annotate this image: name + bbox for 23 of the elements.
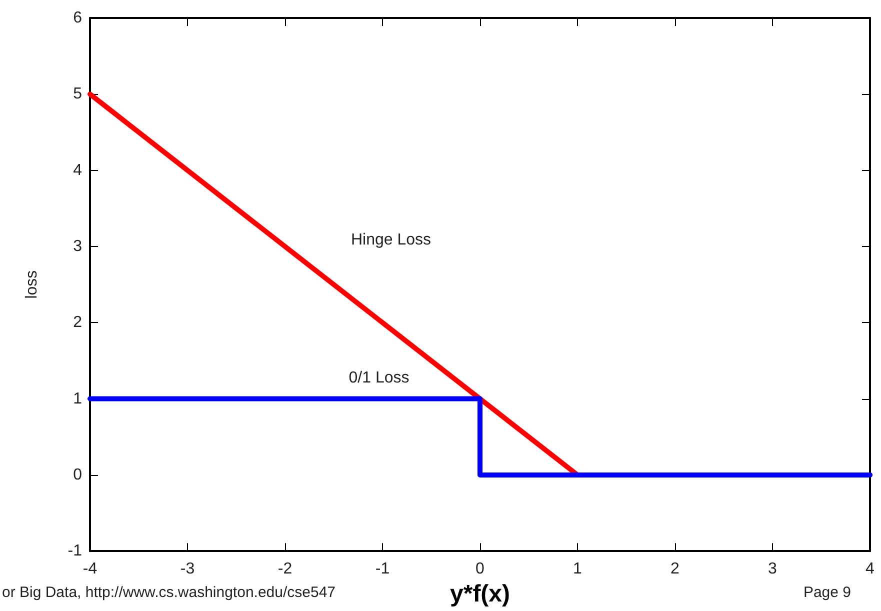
annotation: 0/1 Loss (348, 370, 410, 386)
x-tick-label: 0 (476, 560, 485, 578)
y-tick-label: -1 (68, 542, 82, 560)
x-tick-label: -3 (180, 560, 195, 578)
y-tick-label: 1 (73, 390, 82, 408)
y-tick-label: 2 (73, 314, 82, 332)
x-tick-label: -2 (278, 560, 292, 578)
y-tick-label: 4 (73, 162, 82, 179)
x-tick-label: 3 (768, 560, 778, 578)
y-tick-label: 6 (73, 10, 82, 26)
y-tick-label: 0 (73, 466, 82, 484)
x-tick-label: 1 (573, 560, 582, 578)
y-axis-title: loss (24, 270, 40, 299)
x-tick-label: -1 (375, 560, 390, 578)
annotation: Hinge Loss (350, 232, 432, 248)
x-tick-label: 4 (866, 560, 875, 578)
y-tick-label: 5 (73, 86, 82, 103)
x-axis-title: y*f(x) (450, 580, 510, 608)
x-tick-label: 2 (670, 560, 680, 578)
y-tick-label: 3 (73, 238, 82, 255)
text: or Big Data, http://www.cs.washington.edu/cse547 (2, 584, 336, 601)
x-tick-label: -4 (82, 560, 98, 578)
text: Page 9 (803, 584, 851, 601)
